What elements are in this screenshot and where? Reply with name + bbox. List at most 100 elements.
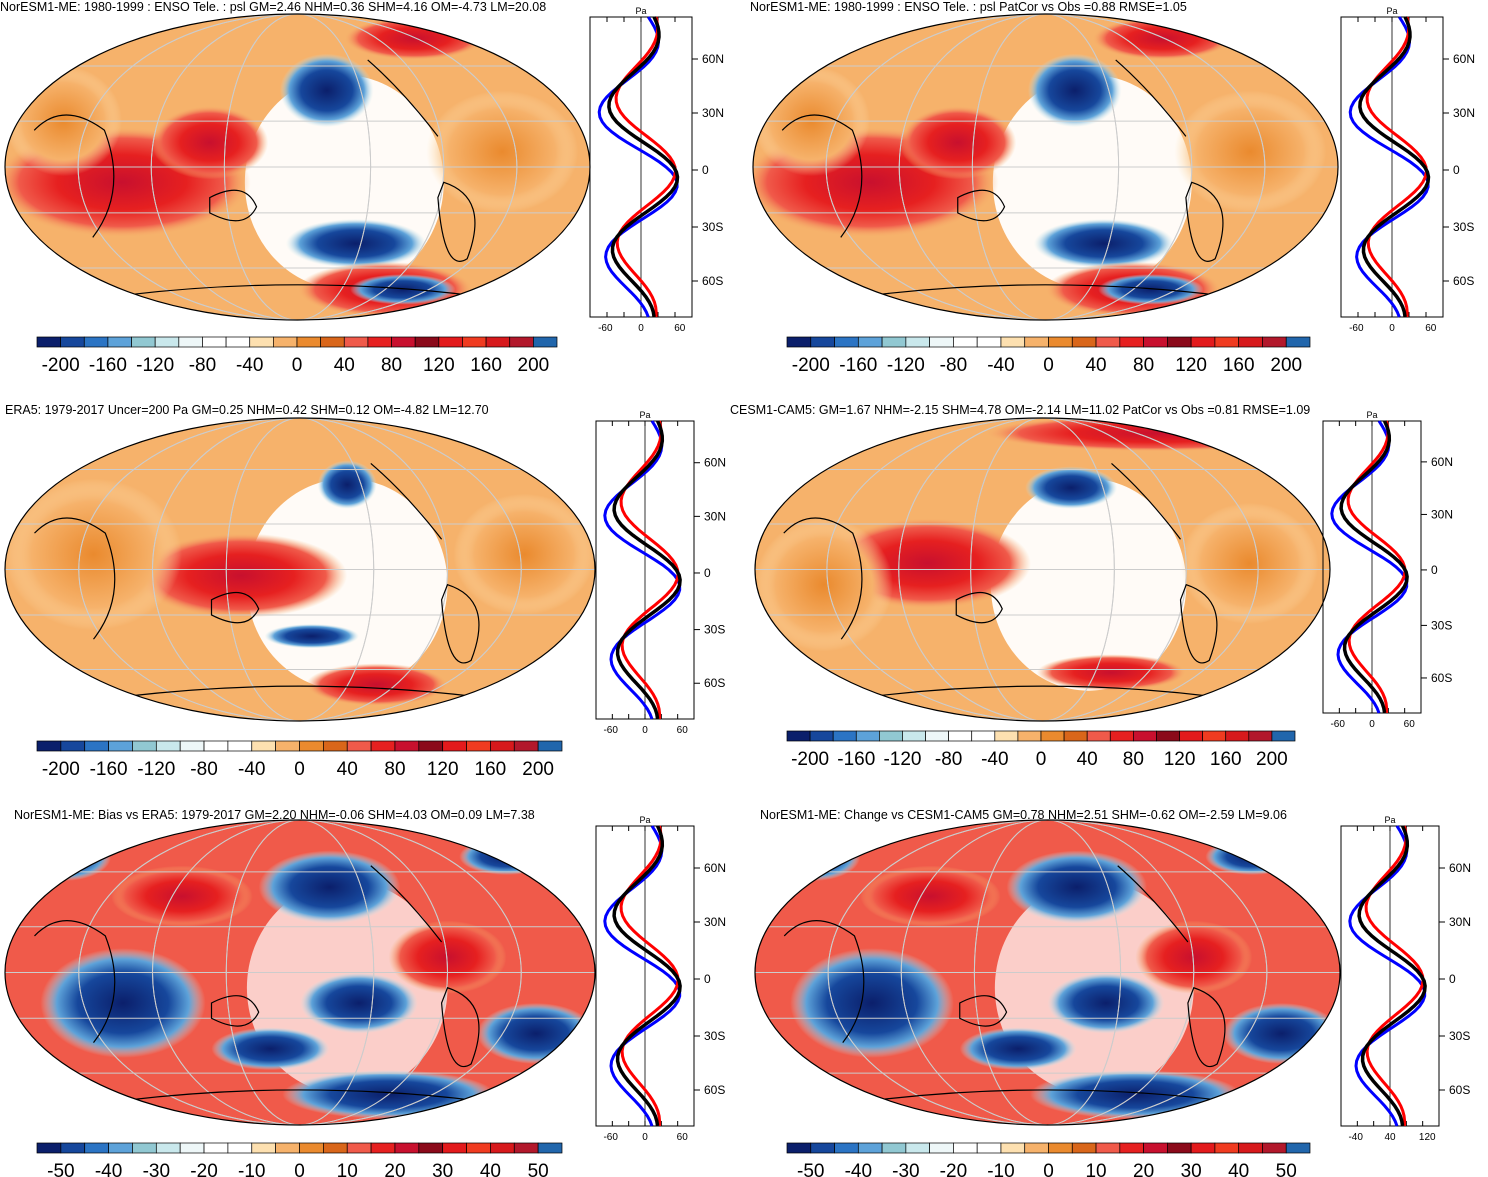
latitude-label: 60N <box>704 456 726 470</box>
profile-xtick-label: 0 <box>1389 323 1395 334</box>
longitude-gridline <box>827 820 1268 1125</box>
longitude-gridline <box>971 14 1120 320</box>
anomaly-blob <box>211 1027 330 1071</box>
colorbar-label: 0 <box>294 759 305 780</box>
colorbar-swatch <box>533 336 558 348</box>
coastline <box>34 920 116 1044</box>
profile-curve-000000 <box>607 16 680 318</box>
colorbar-swatch <box>438 336 463 348</box>
profile-curve-000000 <box>612 420 682 720</box>
latitude-label: 60S <box>704 1083 725 1097</box>
colorbar-swatch <box>1119 1142 1144 1154</box>
colorbar-label: -30 <box>892 1161 919 1177</box>
colorbar-swatch <box>370 740 396 752</box>
map-panel-4 <box>754 417 1331 722</box>
profile-curve-0000ff <box>1330 420 1409 714</box>
anomaly-blob <box>860 865 1001 927</box>
colorbar-swatch <box>1086 730 1111 742</box>
profile-xtick-label: 120 <box>1419 1132 1436 1143</box>
colorbar-swatch <box>1214 1142 1240 1154</box>
colorbar-swatch <box>1285 336 1311 348</box>
colorbar-swatch <box>1109 730 1134 742</box>
colorbar-swatch <box>343 336 369 348</box>
latitude-label: 30S <box>1453 220 1474 234</box>
colorbar-label: 50 <box>528 1161 549 1177</box>
colorbar-swatch <box>1190 336 1216 348</box>
colorbar-2: -200 -160 -120 -80 -40 0 40 80 120 160 200 <box>786 336 1311 376</box>
coastline <box>1115 59 1187 137</box>
profile-curve-000000 <box>1339 420 1409 714</box>
latitude-label: 30S <box>1449 1029 1470 1043</box>
latitude-label: 0 <box>704 972 711 986</box>
colorbar-label: -200 <box>791 749 829 770</box>
colorbar-swatch <box>971 730 996 742</box>
colorbar-swatch <box>346 1142 372 1154</box>
latitude-label: 30N <box>704 509 726 523</box>
map-panel-1 <box>4 13 591 321</box>
colorbar-swatch <box>1179 730 1203 742</box>
latitude-label: 30N <box>704 915 726 929</box>
latitude-label: 60N <box>1453 52 1475 66</box>
anomaly-blob <box>985 418 1330 452</box>
latitude-label: 60N <box>1449 861 1471 875</box>
colorbar-swatch <box>1202 730 1227 742</box>
longitude-gridline <box>223 14 372 320</box>
colorbar-swatch <box>1071 1142 1097 1154</box>
anomaly-blob <box>1033 219 1175 268</box>
colorbar-label: -10 <box>987 1161 1014 1177</box>
colorbar-swatch <box>925 730 949 742</box>
colorbar-label: -200 <box>42 759 80 780</box>
longitude-gridline <box>225 418 375 721</box>
coastline-antarctica <box>871 1089 1224 1102</box>
colorbar-swatch <box>1048 1142 1073 1154</box>
profile-xtick-label: 0 <box>642 725 648 736</box>
profile-curve-0000ff <box>603 825 682 1127</box>
latitude-label: 60S <box>1449 1083 1470 1097</box>
profile-curve-0000ff <box>597 16 679 318</box>
coastline <box>210 591 260 624</box>
longitude-gridline <box>898 418 1187 721</box>
colorbar-label: 0 <box>1043 1161 1054 1177</box>
colorbar-swatch <box>466 740 491 752</box>
colorbar-swatch <box>36 336 61 348</box>
profile-unit-label: Pa <box>1366 410 1377 420</box>
colorbar-label: -120 <box>883 749 921 770</box>
colorbar-swatch <box>1063 730 1088 742</box>
colorbar-swatch <box>60 740 86 752</box>
colorbar-label: 40 <box>1085 355 1106 376</box>
colorbar-swatch <box>1214 336 1240 348</box>
colorbar-swatch <box>108 740 133 752</box>
anomaly-blob <box>453 493 595 615</box>
colorbar-label: 50 <box>1276 1161 1297 1177</box>
colorbar-label: 10 <box>337 1161 358 1177</box>
colorbar-swatch <box>299 740 324 752</box>
colorbar-swatch <box>227 740 253 752</box>
anomaly-blob <box>111 865 253 927</box>
colorbar-swatch <box>953 1142 978 1154</box>
colorbar-swatch <box>414 336 440 348</box>
colorbar-label: -40 <box>95 1161 122 1177</box>
profile-xtick-label: -60 <box>1330 719 1345 730</box>
anomaly-blob <box>317 460 377 509</box>
colorbar-swatch <box>155 740 181 752</box>
colorbar-label: -30 <box>143 1161 170 1177</box>
colorbar-swatch <box>36 740 62 752</box>
colorbar-swatch <box>1024 336 1049 348</box>
colorbar-swatch <box>1285 1142 1311 1154</box>
zonal-profile-1: Pa -60 0 60 60N 30N 0 30S 60S <box>589 6 724 334</box>
anomaly-blob <box>477 1003 595 1064</box>
profile-xtick-label: -60 <box>598 323 613 334</box>
colorbar-label: 120 <box>427 759 459 780</box>
map-border <box>754 417 1331 722</box>
colorbar-swatch <box>323 740 348 752</box>
colorbar-swatch <box>948 730 973 742</box>
profile-unit-label: Pa <box>635 6 646 16</box>
profile-curve-0000ff <box>1348 825 1427 1127</box>
colorbar-swatch <box>466 1142 491 1154</box>
map-border <box>4 417 596 722</box>
anomaly-blob <box>1006 850 1147 924</box>
latitude-label: 0 <box>1453 163 1460 177</box>
anomaly-blob <box>1025 466 1118 509</box>
colorbar-swatch <box>513 740 539 752</box>
latitude-label: 30S <box>704 1029 725 1043</box>
